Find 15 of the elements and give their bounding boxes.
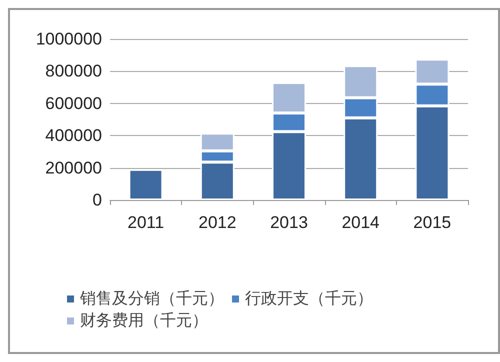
legend-label: 财务费用（千元） [80, 312, 208, 330]
y-tick-label: 1000000 [36, 30, 102, 48]
y-tick-label: 400000 [45, 126, 102, 146]
y-tick-label: 200000 [45, 158, 102, 178]
x-tick-label: 2014 [342, 213, 380, 232]
y-tick-label: 600000 [45, 94, 102, 113]
y-tick-label: 800000 [45, 62, 102, 81]
legend-label: 销售及分销（千元） [79, 290, 224, 308]
x-tick-label: 2013 [270, 213, 308, 232]
x-tick-label: 2015 [413, 213, 452, 232]
x-tick-label: 2012 [198, 213, 236, 232]
x-tick-label: 2011 [128, 213, 164, 232]
legend-label: 行政开支（千元） [245, 290, 373, 308]
y-tick-label: 0 [92, 190, 102, 210]
bar [128, 169, 163, 200]
